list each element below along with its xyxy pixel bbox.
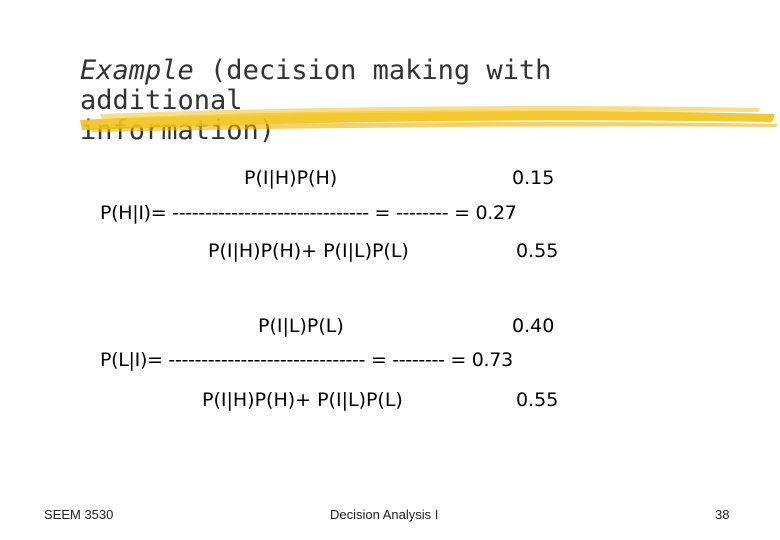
title-italic-word: Example xyxy=(80,55,194,86)
formula1-denominator-value: 0.55 xyxy=(516,240,559,262)
formula2-numerator: P(I|L)P(L) xyxy=(258,315,344,337)
formula2-numerator-value: 0.40 xyxy=(512,315,555,337)
page-number: 38 xyxy=(715,507,730,522)
formula2-denominator-value: 0.55 xyxy=(516,389,559,411)
formula1-main-line: P(H|I)= ------------------------------ =… xyxy=(100,202,517,224)
formula2-main-line: P(L|I)= ------------------------------ =… xyxy=(100,349,513,371)
title-line1: (decision making with additional xyxy=(80,55,552,116)
formula2-denominator: P(I|H)P(H)+ P(I|L)P(L) xyxy=(202,389,403,411)
footer-course: SEEM 3530 xyxy=(44,507,114,522)
formula1-denominator: P(I|H)P(H)+ P(I|L)P(L) xyxy=(208,240,409,262)
title-underline-swoosh xyxy=(80,106,778,132)
footer-title: Decision Analysis I xyxy=(330,507,439,522)
formula1-numerator-value: 0.15 xyxy=(512,167,555,189)
formula1-numerator: P(I|H)P(H) xyxy=(244,167,338,189)
